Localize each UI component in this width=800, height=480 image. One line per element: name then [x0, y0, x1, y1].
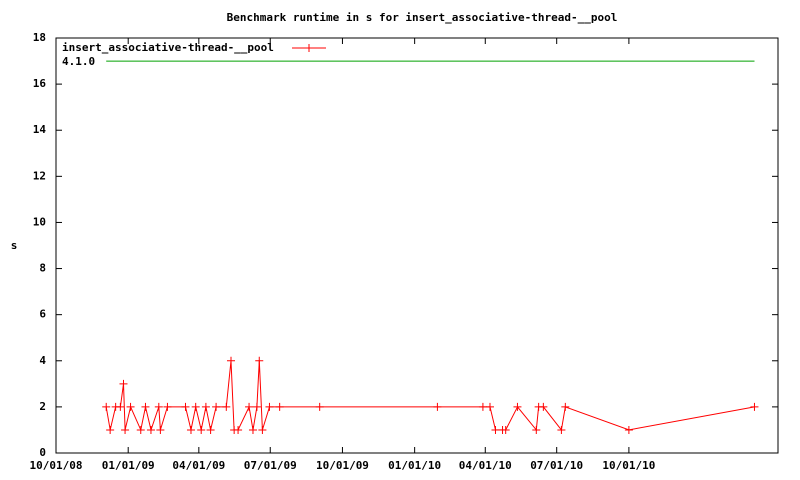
plot-frame — [55, 37, 779, 454]
point-marker — [116, 402, 125, 411]
point-marker — [561, 402, 570, 411]
x-tick-label: 07/01/09 — [244, 459, 297, 472]
x-tick-label: 01/01/09 — [102, 459, 155, 472]
point-marker — [255, 356, 264, 365]
point-marker — [557, 425, 566, 434]
point-marker — [163, 402, 172, 411]
point-marker — [539, 402, 548, 411]
point-marker — [491, 425, 500, 434]
point-marker — [141, 402, 150, 411]
point-marker — [532, 425, 541, 434]
point-marker — [186, 425, 195, 434]
y-tick-label: 4 — [39, 354, 46, 367]
point-marker — [126, 402, 135, 411]
legend-label: 4.1.0 — [62, 55, 95, 68]
point-marker — [222, 402, 231, 411]
x-tick-label: 07/01/10 — [530, 459, 583, 472]
point-marker — [234, 425, 243, 434]
point-marker — [119, 379, 128, 388]
y-tick-label: 14 — [33, 123, 47, 136]
point-marker — [181, 402, 190, 411]
point-marker — [156, 425, 165, 434]
legend-label: insert_associative-thread-__pool — [62, 41, 274, 54]
point-marker — [252, 402, 261, 411]
point-marker — [227, 356, 236, 365]
point-marker — [624, 425, 633, 434]
point-marker — [478, 402, 487, 411]
legend-marker — [305, 44, 313, 52]
y-tick-label: 6 — [39, 308, 46, 321]
point-marker — [212, 402, 221, 411]
y-tick-label: 2 — [39, 400, 46, 413]
point-marker — [136, 425, 145, 434]
point-marker — [106, 425, 115, 434]
x-tick-label: 10/01/08 — [30, 459, 83, 472]
point-marker — [191, 402, 200, 411]
y-tick-label: 12 — [33, 169, 46, 182]
point-marker — [146, 425, 155, 434]
point-marker — [197, 425, 206, 434]
x-tick-label: 04/01/09 — [172, 459, 225, 472]
point-marker — [501, 425, 510, 434]
point-marker — [485, 402, 494, 411]
y-tick-label: 8 — [39, 262, 46, 275]
x-tick-label: 10/01/10 — [602, 459, 655, 472]
y-axis-label: s — [11, 239, 18, 252]
point-marker — [154, 402, 163, 411]
point-marker — [275, 402, 284, 411]
point-marker — [433, 402, 442, 411]
x-tick-label: 10/01/09 — [316, 459, 369, 472]
y-tick-label: 0 — [39, 446, 46, 459]
point-marker — [248, 425, 257, 434]
y-tick-label: 16 — [33, 77, 47, 90]
chart-title: Benchmark runtime in s for insert_associ… — [227, 11, 618, 24]
point-marker — [245, 402, 254, 411]
y-tick-label: 10 — [33, 215, 46, 228]
x-tick-label: 01/01/10 — [388, 459, 441, 472]
point-marker — [121, 425, 130, 434]
point-marker — [265, 402, 274, 411]
point-marker — [201, 402, 210, 411]
point-marker — [750, 402, 759, 411]
point-marker — [258, 425, 267, 434]
y-tick-label: 18 — [33, 31, 46, 44]
series-line — [105, 360, 755, 432]
point-marker — [206, 425, 215, 434]
point-marker — [315, 402, 324, 411]
x-tick-label: 04/01/10 — [459, 459, 512, 472]
point-marker — [513, 402, 522, 411]
point-marker — [102, 402, 111, 411]
